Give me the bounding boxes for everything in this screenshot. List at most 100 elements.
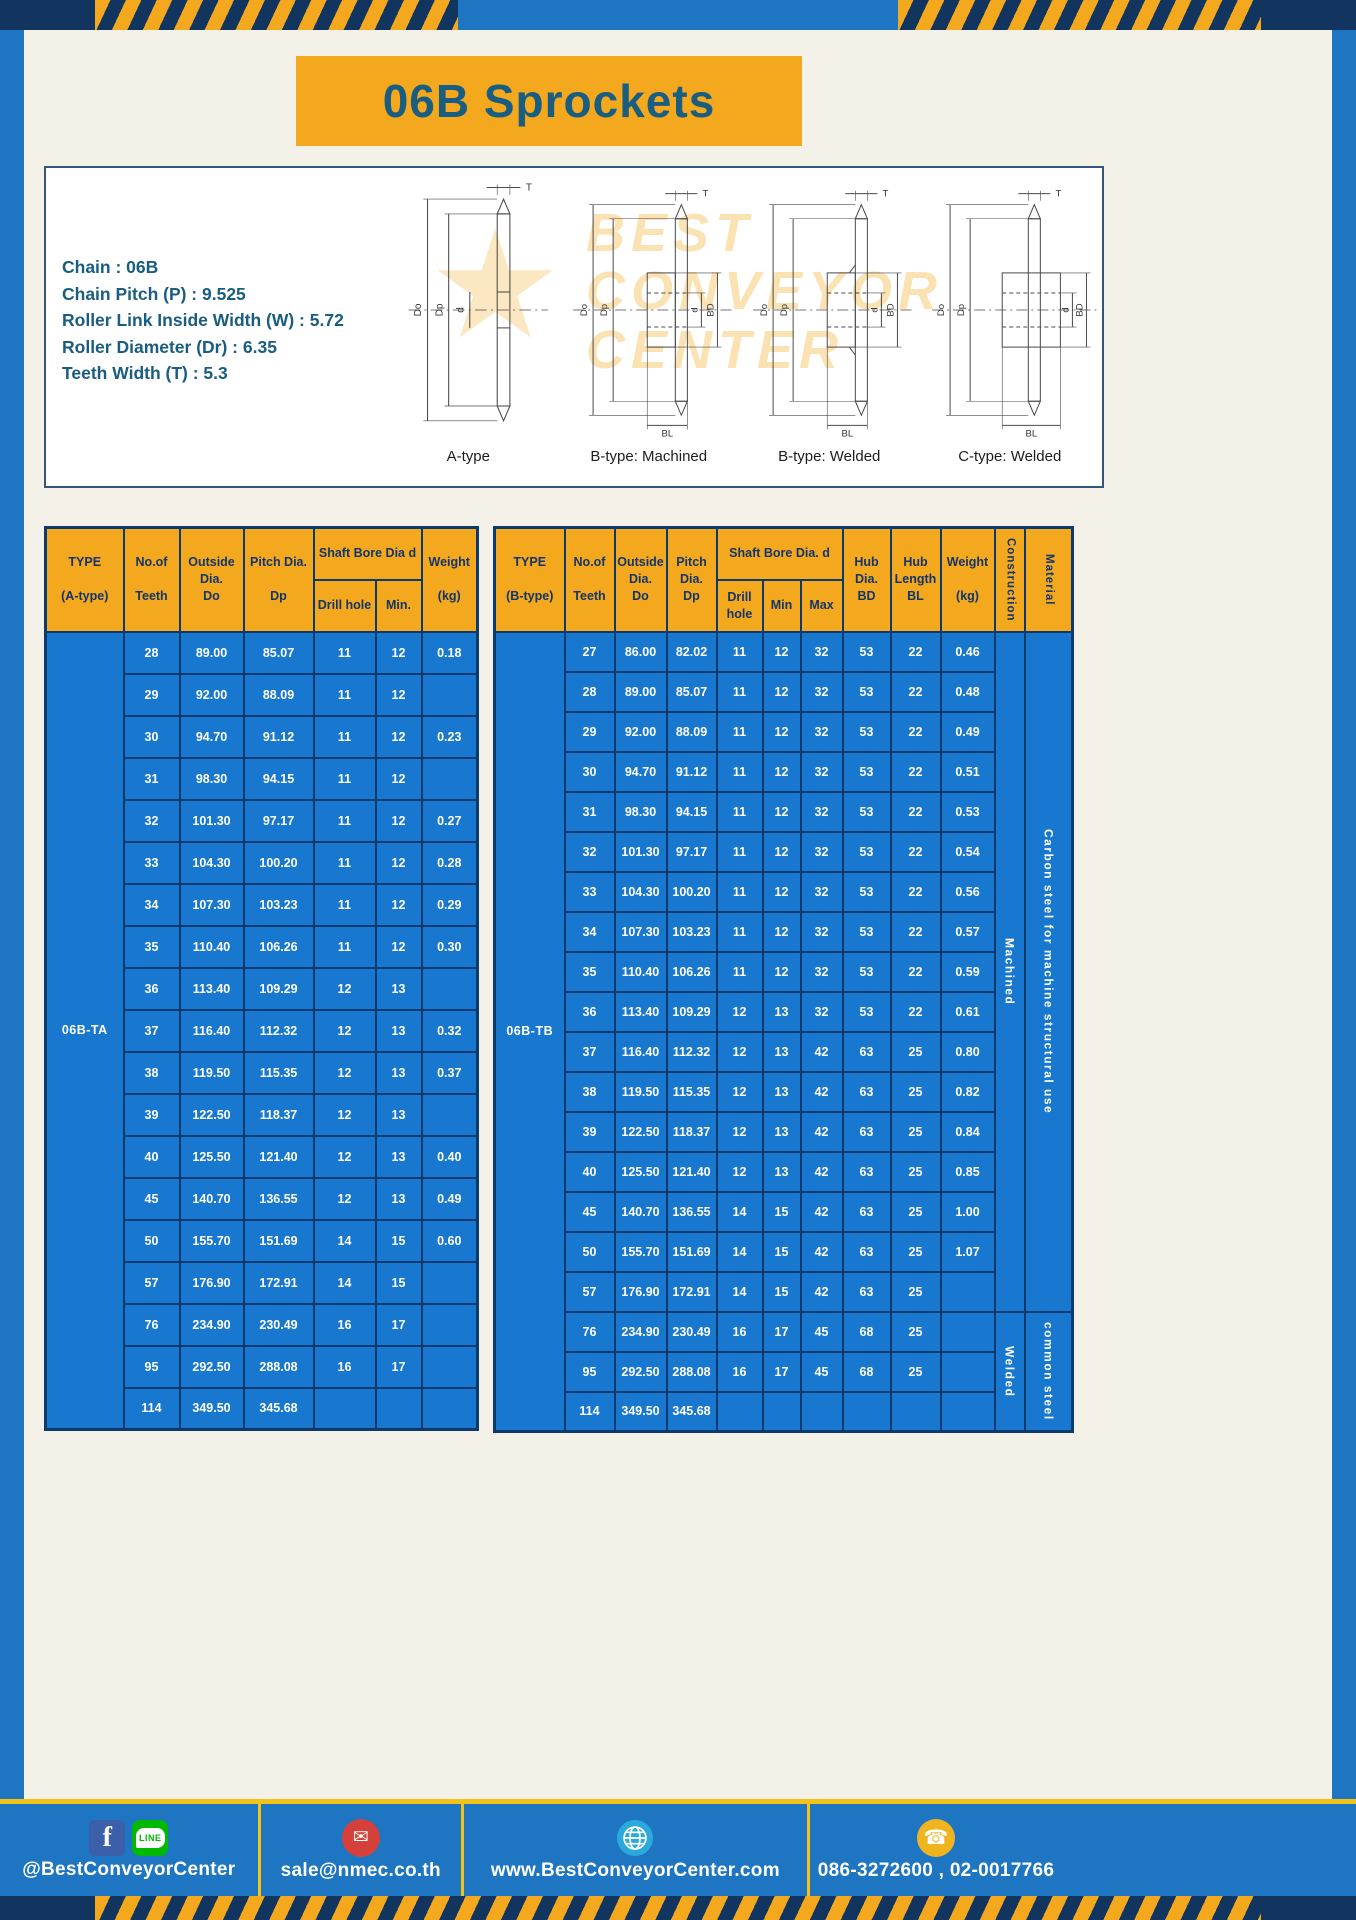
table-cell: 12 <box>761 670 802 713</box>
table-cell <box>889 1390 942 1433</box>
table-cell: 110.40 <box>178 924 245 969</box>
table-cell: 101.30 <box>178 798 245 843</box>
table-cell: 122.50 <box>178 1092 245 1137</box>
table-cell: 15 <box>374 1260 423 1305</box>
table-cell: 22 <box>889 670 942 713</box>
table-cell: 50 <box>563 1230 616 1273</box>
table-cell: 22 <box>889 630 942 673</box>
table-cell: 234.90 <box>178 1302 245 1347</box>
table-cell: 27 <box>563 630 616 673</box>
table-cell: 11 <box>312 672 377 717</box>
col-header-max: Max <box>799 578 844 633</box>
table-cell: 114 <box>563 1390 616 1433</box>
table-cell: 25 <box>889 1190 942 1233</box>
hazard-cap <box>1261 0 1356 30</box>
dim-label: T <box>882 189 888 200</box>
table-row: 114 349.50 345.68 <box>495 1390 1073 1433</box>
table-row: 57 176.90 172.91 14 15 <box>46 1260 479 1305</box>
dim-label: Do <box>759 304 770 316</box>
table-cell: 36 <box>122 966 181 1011</box>
table-cell: 12 <box>374 630 423 675</box>
table-cell: 33 <box>122 840 181 885</box>
table-row: 39 122.50 118.37 12 13 42 63 25 0.84 <box>495 1110 1073 1153</box>
table-cell: 82.02 <box>665 630 718 673</box>
sprocket-diagrams: Do Dp d <box>378 178 1100 482</box>
table-cell: 32 <box>799 990 844 1033</box>
spec-line-pitch: Chain Pitch (P) : 9.525 <box>62 283 246 304</box>
table-cell: 88.09 <box>665 710 718 753</box>
hazard-stripe <box>898 0 1261 30</box>
table-cell: 113.40 <box>178 966 245 1011</box>
table-cell: 140.70 <box>613 1190 668 1233</box>
col-header-material: Material <box>1023 526 1074 633</box>
table-cell: 0.29 <box>420 882 479 927</box>
table-cell: 31 <box>563 790 616 833</box>
table-cell: 25 <box>889 1230 942 1273</box>
phone-icon: ☎ <box>917 1818 956 1857</box>
table-cell: 32 <box>799 630 844 673</box>
table-cell: 53 <box>841 630 892 673</box>
table-cell: 230.49 <box>242 1302 315 1347</box>
table-cell: 0.40 <box>420 1134 479 1179</box>
footer-social-section: f LINE @BestConveyorCenter <box>0 1804 258 1896</box>
spec-line-chain: Chain : 06B <box>62 257 159 277</box>
col-header-type: TYPE (B-type) <box>493 526 566 633</box>
col-header-drill-hole: Drill hole <box>715 578 764 633</box>
table-cell: 17 <box>374 1302 423 1347</box>
table-row: 30 94.70 91.12 11 12 0.23 <box>46 714 479 759</box>
table-cell: 0.32 <box>420 1008 479 1053</box>
table-cell: 13 <box>761 1110 802 1153</box>
table-cell: 0.84 <box>939 1110 996 1153</box>
table-cell: 107.30 <box>613 910 668 953</box>
type-cell: 06B-TB <box>493 630 566 1433</box>
col-header-shaft-bore: Shaft Bore Dia. d <box>715 526 844 581</box>
table-cell <box>420 1302 479 1347</box>
table-row: 29 92.00 88.09 11 12 <box>46 672 479 717</box>
table-cell: 16 <box>312 1344 377 1389</box>
table-cell <box>420 1260 479 1305</box>
table-row: 33 104.30 100.20 11 12 0.28 <box>46 840 479 885</box>
dim-label: d <box>455 307 466 313</box>
table-cell: 11 <box>715 910 764 953</box>
footer-phone-section: ☎ 086-3272600 , 02-0017766 <box>806 1804 1356 1896</box>
table-cell: 22 <box>889 910 942 953</box>
dim-label: Do <box>579 304 590 316</box>
table-cell: 349.50 <box>613 1390 668 1433</box>
table-cell: 13 <box>761 990 802 1033</box>
table-row: 45 140.70 136.55 14 15 42 63 25 1.00 <box>495 1190 1073 1233</box>
table-cell: 39 <box>563 1110 616 1153</box>
table-cell: 12 <box>761 790 802 833</box>
table-cell: 0.27 <box>420 798 479 843</box>
table-row: 36 113.40 109.29 12 13 32 53 22 0.61 <box>495 990 1073 1033</box>
table-cell: 63 <box>841 1070 892 1113</box>
table-cell: 94.15 <box>665 790 718 833</box>
table-cell: 11 <box>715 950 764 993</box>
table-cell: 42 <box>799 1070 844 1113</box>
dim-label: BL <box>841 428 853 439</box>
table-cell: 40 <box>563 1150 616 1193</box>
table-cell: 172.91 <box>665 1270 718 1313</box>
table-cell: 17 <box>374 1344 423 1389</box>
table-row: 35 110.40 106.26 11 12 32 53 22 0.59 <box>495 950 1073 993</box>
table-cell: 122.50 <box>613 1110 668 1153</box>
table-cell: 151.69 <box>665 1230 718 1273</box>
table-row: 76 234.90 230.49 16 17 <box>46 1302 479 1347</box>
figure-a-type: Do Dp d <box>378 178 559 482</box>
phone-text: 086-3272600 , 02-0017766 <box>817 1859 1055 1881</box>
table-cell <box>715 1390 764 1433</box>
table-cell: 32 <box>799 950 844 993</box>
table-cell: 11 <box>715 630 764 673</box>
spec-line-roller-width: Roller Link Inside Width (W) : 5.72 <box>62 310 344 330</box>
table-cell: 13 <box>374 1176 423 1221</box>
footer-contact-bar: f LINE @BestConveyorCenter ✉ sale@nmec.c… <box>0 1804 1356 1896</box>
hazard-gap <box>458 0 898 30</box>
table-cell: 98.30 <box>613 790 668 833</box>
hazard-cap <box>1261 1896 1356 1920</box>
table-row: 37 116.40 112.32 12 13 42 63 25 0.80 <box>495 1030 1073 1073</box>
table-cell: 11 <box>715 670 764 713</box>
table-cell: 12 <box>715 1030 764 1073</box>
table-row: 34 107.30 103.23 11 12 32 53 22 0.57 <box>495 910 1073 953</box>
table-cell: 0.61 <box>939 990 996 1033</box>
table-cell: 12 <box>761 870 802 913</box>
